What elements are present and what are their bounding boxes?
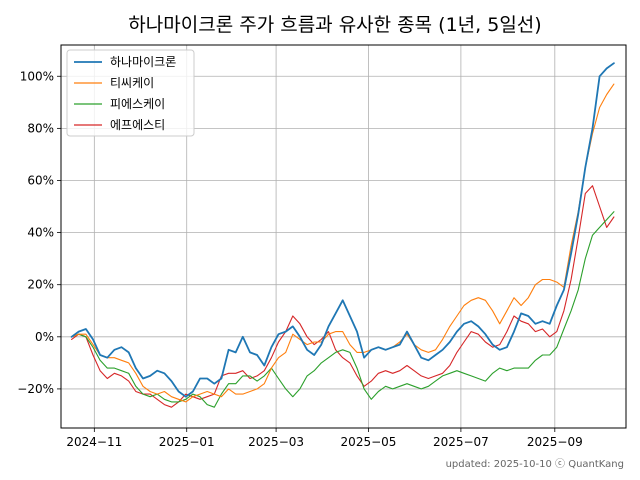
x-tick-label: 2025−03 xyxy=(248,435,304,449)
y-tick-label: 100% xyxy=(20,69,54,83)
x-tick-label: 2025−01 xyxy=(159,435,215,449)
legend-label: 하나마이크론 xyxy=(110,55,176,69)
footer-credit: updated: 2025-10-10 ⓒ QuantKang xyxy=(446,458,624,470)
y-tick-label: 40% xyxy=(27,226,54,240)
chart-title: 하나마이크론 주가 흐름과 유사한 종목 (1년, 5일선) xyxy=(128,14,541,36)
y-tick-label: 20% xyxy=(27,278,54,292)
legend-label: 티씨케이 xyxy=(110,76,154,90)
legend-label: 피에스케이 xyxy=(110,97,165,111)
x-tick-label: 2025−07 xyxy=(433,435,489,449)
y-tick-label: −20% xyxy=(17,382,54,396)
x-tick-label: 2025−09 xyxy=(527,435,583,449)
y-tick-label: 60% xyxy=(27,173,54,187)
x-tick-label: 2025−05 xyxy=(341,435,397,449)
y-tick-label: 0% xyxy=(35,330,54,344)
x-tick-label: 2024−11 xyxy=(66,435,122,449)
y-tick-label: 80% xyxy=(27,121,54,135)
legend-label: 에프에스티 xyxy=(110,118,165,132)
